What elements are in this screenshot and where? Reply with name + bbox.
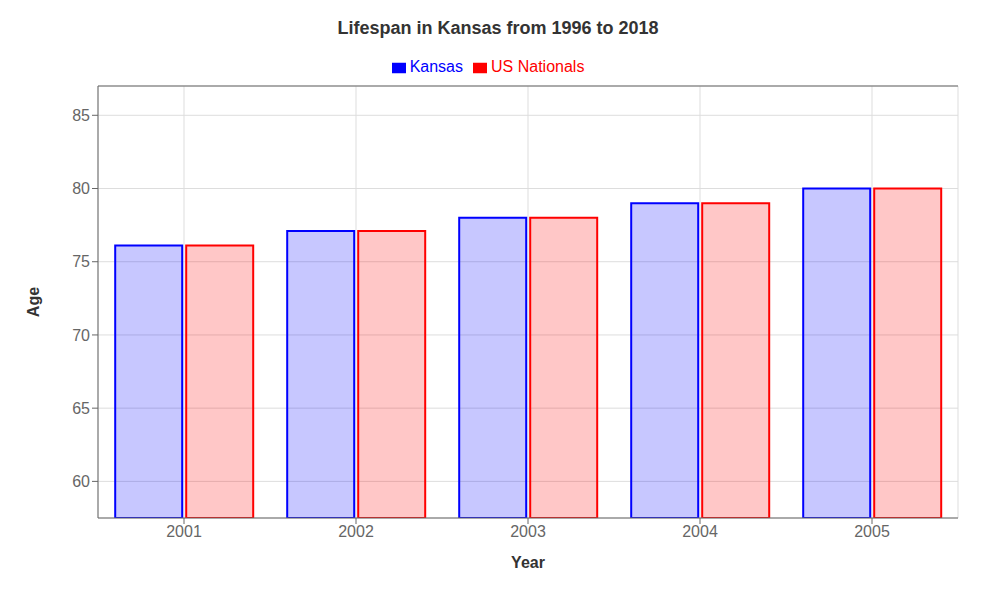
svg-text:2002: 2002: [338, 523, 374, 540]
svg-text:75: 75: [72, 253, 90, 270]
svg-text:85: 85: [72, 107, 90, 124]
svg-text:65: 65: [72, 400, 90, 417]
svg-text:2004: 2004: [682, 523, 718, 540]
svg-text:2001: 2001: [166, 523, 202, 540]
svg-text:Year: Year: [511, 554, 545, 571]
svg-text:2003: 2003: [510, 523, 546, 540]
html-text:US Nationals: US Nationals: [491, 58, 585, 75]
svg-text:70: 70: [72, 327, 90, 344]
html-text:Kansas: Kansas: [409, 58, 463, 75]
svg-text:2005: 2005: [854, 523, 890, 540]
svg-text:80: 80: [72, 180, 90, 197]
svg-text:60: 60: [72, 473, 90, 490]
html-text:Lifespan in Kansas from 1996 t: Lifespan in Kansas from 1996 to 2018: [337, 18, 659, 38]
svg-text:Age: Age: [25, 287, 42, 317]
